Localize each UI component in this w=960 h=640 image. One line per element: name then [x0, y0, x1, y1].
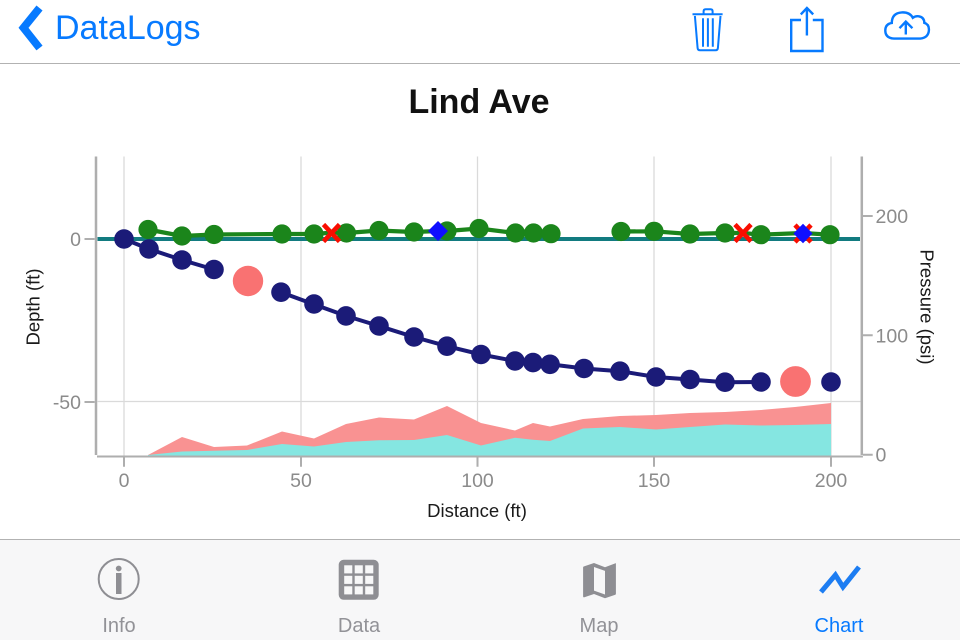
svg-text:100: 100	[876, 325, 909, 347]
svg-text:100: 100	[461, 470, 494, 492]
svg-text:0: 0	[876, 445, 887, 467]
svg-text:Depth (ft): Depth (ft)	[23, 268, 44, 345]
svg-text:Lind Ave: Lind Ave	[408, 83, 549, 121]
svg-text:0: 0	[70, 229, 81, 251]
svg-text:150: 150	[638, 470, 671, 492]
svg-text:0: 0	[119, 470, 130, 492]
svg-text:Pressure (psi): Pressure (psi)	[917, 249, 938, 364]
svg-text:200: 200	[876, 206, 909, 228]
svg-text:Distance (ft): Distance (ft)	[427, 500, 527, 521]
svg-text:50: 50	[290, 470, 312, 492]
svg-text:-50: -50	[53, 392, 81, 414]
svg-text:200: 200	[815, 470, 848, 492]
